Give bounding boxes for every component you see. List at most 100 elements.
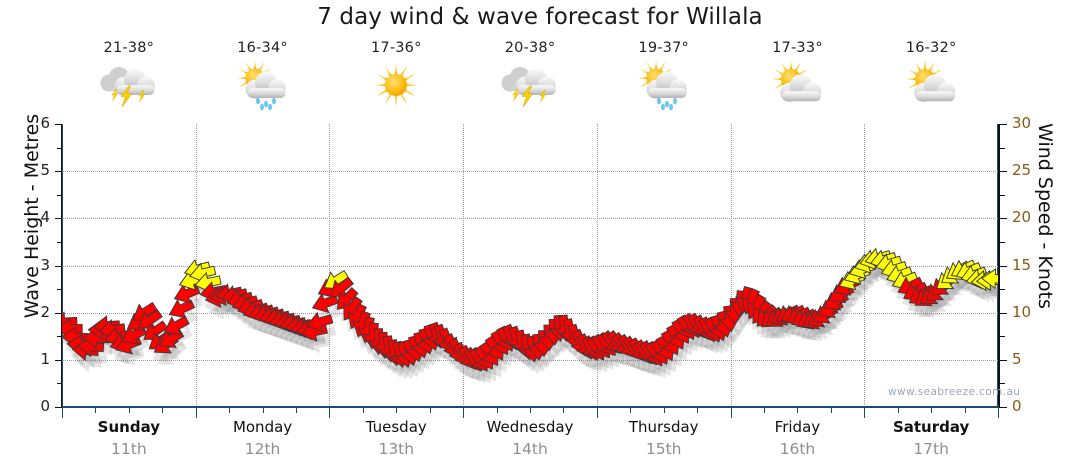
sun-rain-icon bbox=[637, 59, 687, 111]
temperature-range: 20-38° bbox=[504, 40, 556, 56]
gridline-day-divider bbox=[329, 124, 331, 407]
x-tick bbox=[596, 407, 598, 418]
gridline-day-divider bbox=[596, 124, 598, 407]
y-tick-right bbox=[1000, 218, 1007, 220]
day-footer-monday: Monday 12th bbox=[196, 418, 330, 458]
sun-cloud-icon bbox=[772, 60, 822, 102]
day-footer-wednesday: Wednesday 14th bbox=[463, 418, 597, 458]
day-header-tuesday: 17-36° bbox=[329, 38, 463, 122]
y-tick-left bbox=[57, 241, 62, 243]
y-label-right: 15 bbox=[1012, 255, 1032, 274]
gridline-horizontal bbox=[62, 218, 998, 220]
y-tick-right bbox=[1000, 289, 1005, 291]
day-footer-sunday: Sunday 11th bbox=[62, 418, 196, 458]
day-header-strip: 21-38° 16-34° 17-36° 20-38° 19-37° 17-33° 16-3… bbox=[62, 38, 998, 122]
temperature-range: 17-33° bbox=[772, 40, 823, 56]
y-tick-left bbox=[57, 336, 62, 338]
gridline-day-divider bbox=[730, 124, 732, 407]
y-tick-right bbox=[1000, 359, 1007, 361]
y-tick-right bbox=[1000, 194, 1005, 196]
thunderstorm-icon bbox=[501, 67, 556, 108]
y-tick-left bbox=[57, 147, 62, 149]
y-label-right: 5 bbox=[1012, 349, 1022, 368]
day-date-label: 11th bbox=[111, 440, 147, 458]
y-tick-right bbox=[1000, 312, 1007, 314]
y-tick-left bbox=[55, 171, 62, 173]
day-header-wednesday: 20-38° bbox=[463, 38, 597, 122]
y-label-left: 6 bbox=[40, 114, 50, 132]
y-tick-right bbox=[1000, 171, 1007, 173]
y-label-right: 0 bbox=[1012, 397, 1022, 415]
temperature-range: 17-36° bbox=[370, 40, 422, 56]
y-tick-left bbox=[57, 194, 62, 196]
day-footer-friday: Friday 16th bbox=[731, 418, 865, 458]
x-tick bbox=[563, 407, 565, 413]
y-label-left: 0 bbox=[40, 397, 50, 415]
y-label-right: 30 bbox=[1012, 114, 1032, 132]
x-tick bbox=[296, 407, 297, 413]
x-tick bbox=[797, 407, 799, 413]
watermark: www.seabreeze.com.au bbox=[888, 386, 1021, 398]
x-tick bbox=[663, 407, 665, 413]
y-tick-right bbox=[1000, 336, 1005, 338]
weather-icon-wrap bbox=[98, 59, 160, 111]
x-tick bbox=[229, 407, 231, 413]
x-tick bbox=[128, 407, 130, 413]
x-tick bbox=[329, 407, 331, 418]
day-date-label: 12th bbox=[244, 440, 281, 458]
day-footer-strip: Sunday 11th Monday 12th Tuesday 13th Wednesday… bbox=[62, 418, 998, 474]
x-tick bbox=[630, 407, 632, 413]
day-name-label: Wednesday bbox=[486, 418, 574, 436]
x-tick bbox=[897, 407, 899, 413]
y-tick-right bbox=[1000, 383, 1005, 385]
x-tick bbox=[162, 407, 164, 413]
day-date-label: 13th bbox=[378, 440, 415, 458]
x-tick bbox=[830, 407, 832, 413]
day-header-friday: 17-33° bbox=[731, 38, 865, 122]
x-tick bbox=[530, 407, 531, 413]
x-tick bbox=[95, 407, 97, 413]
day-date-label: 14th bbox=[512, 440, 548, 458]
day-name-label: Thursday bbox=[628, 418, 699, 436]
day-name-label: Monday bbox=[232, 418, 293, 436]
y-tick-right bbox=[1000, 241, 1005, 243]
day-header-thursday: 19-37° bbox=[597, 38, 731, 122]
x-tick bbox=[195, 407, 197, 418]
temperature-range: 16-32° bbox=[905, 40, 957, 56]
weather-icon-wrap bbox=[900, 59, 962, 111]
x-tick bbox=[262, 407, 264, 413]
y-label-left: 2 bbox=[40, 302, 50, 321]
day-name-label: Tuesday bbox=[365, 418, 427, 436]
thunderstorm-icon bbox=[100, 67, 155, 108]
x-tick bbox=[730, 407, 732, 418]
weather-icon-wrap bbox=[499, 59, 561, 111]
temperature-range: 19-37° bbox=[638, 40, 689, 56]
x-tick bbox=[931, 407, 933, 413]
y-tick-left bbox=[55, 218, 62, 220]
day-header-sunday: 21-38° bbox=[62, 38, 196, 122]
y-tick-left bbox=[55, 124, 62, 125]
day-name-label: Sunday bbox=[97, 418, 161, 436]
y-tick-right bbox=[1000, 124, 1007, 125]
day-footer-tuesday: Tuesday 13th bbox=[329, 418, 463, 458]
sun-rain-icon bbox=[236, 59, 286, 111]
y-tick-left bbox=[55, 407, 62, 408]
y-tick-right bbox=[1000, 407, 1007, 408]
gridline-day-divider bbox=[864, 124, 866, 407]
temperature-range: 16-34° bbox=[237, 40, 288, 56]
y-label-left: 1 bbox=[40, 349, 50, 368]
gridline-horizontal bbox=[62, 312, 998, 314]
y-label-left: 4 bbox=[40, 208, 50, 227]
y-label-right: 20 bbox=[1012, 208, 1032, 227]
temperature-range: 21-38° bbox=[103, 40, 155, 56]
y-label-left: 3 bbox=[40, 255, 50, 274]
x-tick bbox=[864, 407, 866, 418]
page-title: 7 day wind & wave forecast for Willala bbox=[317, 4, 763, 30]
gridline-horizontal bbox=[62, 171, 998, 173]
day-date-label: 17th bbox=[913, 440, 949, 458]
day-header-saturday: 16-32° bbox=[864, 38, 998, 122]
weather-icon-wrap bbox=[633, 59, 695, 111]
y-tick-left bbox=[57, 289, 62, 291]
plot-area bbox=[62, 124, 998, 407]
